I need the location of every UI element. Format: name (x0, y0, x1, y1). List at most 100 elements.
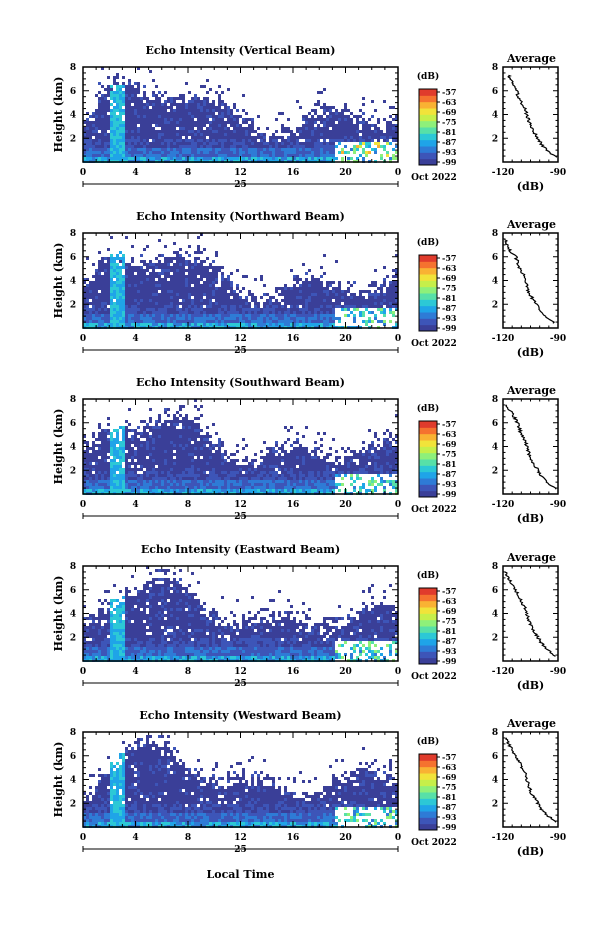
month-label: Oct 2022 (411, 505, 457, 515)
avg-x-tick-label: -90 (550, 833, 566, 843)
colorbar-swatch (419, 325, 437, 332)
x-tick-label: 20 (339, 667, 352, 677)
y-tick-label: 2 (70, 633, 76, 643)
colorbar-swatch (419, 779, 437, 786)
colorbar-swatch (419, 446, 437, 453)
colorbar-swatch (419, 805, 437, 812)
x-tick-label: 4 (132, 667, 138, 677)
avg-x-label: (dB) (517, 346, 544, 359)
colorbar-unit: (dB) (417, 736, 439, 747)
colorbar-tick-label: -99 (442, 489, 457, 499)
colorbar-tick-label: -87 (442, 303, 456, 313)
colorbar-swatch (419, 421, 437, 428)
colorbar-tick-label: -69 (442, 273, 457, 283)
avg-title: Average (506, 218, 556, 231)
y-tick-label: 4 (70, 610, 76, 620)
colorbar-swatch (419, 152, 437, 159)
x-tick-label: 12 (234, 667, 247, 677)
colorbar-tick-label: -69 (442, 606, 457, 616)
colorbar-tick-label: -87 (442, 802, 456, 812)
colorbar-swatch (419, 268, 437, 275)
colorbar-tick-label: -75 (442, 782, 456, 792)
colorbar-swatch (419, 146, 437, 153)
avg-x-tick-label: -90 (550, 500, 566, 510)
colorbar-swatch (419, 102, 437, 109)
colorbar-tick-label: -81 (442, 792, 456, 802)
colorbar-swatch (419, 601, 437, 608)
heatmap-cells (83, 233, 398, 329)
x-tick-label: 0 (80, 500, 86, 510)
avg-y-tick-label: 8 (492, 63, 498, 73)
colorbar-swatch (419, 613, 437, 620)
colorbar-tick-label: -93 (442, 313, 457, 323)
colorbar-swatch (419, 620, 437, 627)
x-tick-label: 0 (80, 833, 86, 843)
y-tick-label: 6 (70, 419, 76, 429)
x-tick-label: 16 (287, 168, 300, 178)
colorbar-swatch (419, 280, 437, 287)
avg-x-label: (dB) (517, 845, 544, 858)
date-label: 25 (234, 180, 247, 190)
month-label: Oct 2022 (411, 173, 457, 183)
colorbar-swatch (419, 440, 437, 447)
month-label: Oct 2022 (411, 339, 457, 349)
heatmap-cells (83, 399, 398, 495)
colorbar-tick-label: -93 (442, 812, 457, 822)
colorbar-swatch (419, 465, 437, 472)
x-tick-label: 8 (185, 334, 191, 344)
y-axis-label: Height (km) (52, 243, 65, 319)
x-tick-label: 16 (287, 334, 300, 344)
colorbar-swatch (419, 255, 437, 262)
avg-frame (503, 67, 558, 162)
x-tick-label: 0 (395, 833, 401, 843)
date-label: 25 (234, 346, 247, 356)
colorbar-tick-label: -99 (442, 656, 457, 666)
avg-x-tick-label: -120 (492, 334, 515, 344)
colorbar-swatch (419, 434, 437, 441)
y-axis-label: Height (km) (52, 742, 65, 818)
x-tick-label: 20 (339, 334, 352, 344)
colorbar-swatch (419, 95, 437, 102)
avg-y-tick-label: 8 (492, 728, 498, 738)
colorbar-tick-label: -57 (442, 586, 456, 596)
colorbar-swatch (419, 427, 437, 434)
avg-frame (503, 399, 558, 494)
avg-y-tick-label: 6 (492, 586, 498, 596)
panel-title: Echo Intensity (Northward Beam) (136, 210, 345, 223)
x-tick-label: 0 (395, 334, 401, 344)
x-tick-label: 16 (287, 667, 300, 677)
x-tick-label: 4 (132, 500, 138, 510)
colorbar-swatch (419, 318, 437, 325)
x-tick-label: 12 (234, 500, 247, 510)
heatmap-cells (83, 566, 398, 662)
avg-title: Average (506, 551, 556, 564)
avg-title: Average (506, 384, 556, 397)
colorbar-swatch (419, 798, 437, 805)
colorbar-tick-label: -69 (442, 772, 457, 782)
colorbar-tick-label: -75 (442, 616, 456, 626)
x-tick-label: 0 (395, 168, 401, 178)
y-tick-label: 6 (70, 586, 76, 596)
avg-x-tick-label: -90 (550, 667, 566, 677)
month-label: Oct 2022 (411, 838, 457, 848)
colorbar-tick-label: -87 (442, 469, 456, 479)
colorbar-swatch (419, 786, 437, 793)
y-axis-label: Height (km) (52, 77, 65, 153)
y-tick-label: 4 (70, 111, 76, 121)
colorbar-tick-label: -69 (442, 107, 457, 117)
colorbar-swatch (419, 760, 437, 767)
panel-title: Echo Intensity (Eastward Beam) (141, 543, 340, 556)
y-tick-label: 4 (70, 776, 76, 786)
y-tick-label: 4 (70, 277, 76, 287)
avg-y-tick-label: 4 (492, 776, 498, 786)
y-tick-label: 2 (70, 466, 76, 476)
colorbar-tick-label: -93 (442, 646, 457, 656)
colorbar-swatch (419, 767, 437, 774)
colorbar-tick-label: -75 (442, 117, 456, 127)
colorbar-unit: (dB) (417, 237, 439, 248)
x-tick-label: 12 (234, 833, 247, 843)
colorbar-tick-label: -57 (442, 752, 456, 762)
colorbar-tick-label: -57 (442, 419, 456, 429)
y-tick-label: 2 (70, 134, 76, 144)
